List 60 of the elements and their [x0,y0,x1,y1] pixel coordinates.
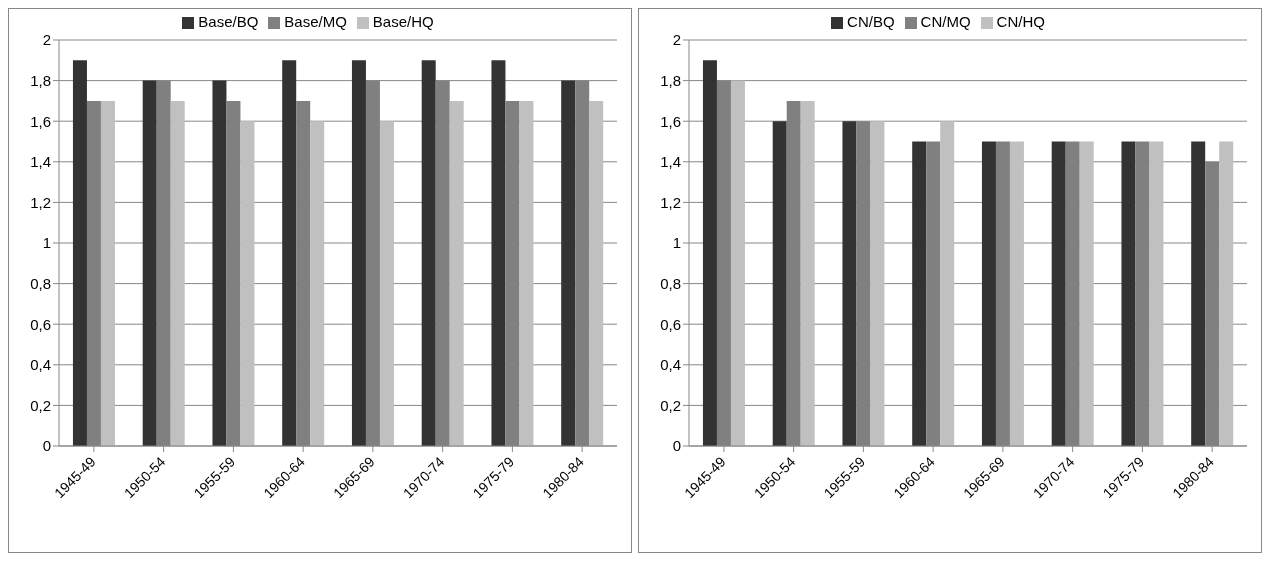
y-tick-label: 0,4 [660,356,681,374]
bar [981,141,996,446]
bar [772,121,787,446]
y-tick-label: 1,8 [660,71,681,89]
y-tick-label: 0,2 [30,396,51,414]
bar [1191,141,1206,446]
y-tick-label: 0,8 [30,274,51,292]
y-tick-label: 1 [42,234,51,252]
y-tick-label: 2 [42,31,51,49]
y-tick-label: 0 [42,437,51,455]
bar [870,121,885,446]
bar [212,80,227,446]
bar [100,100,115,446]
y-tick-label: 1,2 [660,193,681,211]
bar [561,80,576,446]
y-tick-label: 0,2 [660,396,681,414]
bar [282,60,297,446]
legend-label: Base/BQ [198,13,259,30]
bar [702,60,717,446]
bar [730,80,745,446]
y-tick-label: 0,6 [30,315,51,333]
bar [421,60,436,446]
bar [800,100,815,446]
legend-label: Base/HQ [372,13,434,30]
y-tick-label: 1,4 [660,153,681,171]
y-tick-label: 0,4 [30,356,51,374]
legend-label: Base/MQ [284,13,347,30]
y-tick-label: 0,6 [660,315,681,333]
bar [1051,141,1066,446]
legend-label: CN/MQ [920,13,971,30]
bar [310,121,325,446]
bar [142,80,157,446]
bar [940,121,955,446]
bar [449,100,464,446]
y-tick-label: 0 [672,437,681,455]
bar [240,121,255,446]
y-tick-label: 1,8 [30,71,51,89]
y-tick-label: 0,8 [660,274,681,292]
bar [1009,141,1024,446]
bar [72,60,87,446]
y-tick-label: 1,6 [660,112,681,130]
bar [351,60,366,446]
y-tick-label: 2 [672,31,681,49]
y-tick-label: 1 [672,234,681,252]
bar [170,100,185,446]
y-tick-label: 1,2 [30,193,51,211]
bar [1149,141,1164,446]
bar [519,100,534,446]
legend-label: CN/BQ [847,13,895,30]
bar [491,60,506,446]
bar [1121,141,1136,446]
y-tick-label: 1,6 [30,112,51,130]
legend-label: CN/HQ [996,13,1045,30]
bar [1079,141,1094,446]
bar [379,121,394,446]
y-tick-label: 1,4 [30,153,51,171]
bar [1219,141,1234,446]
bar [912,141,927,446]
bar [589,100,604,446]
bar [842,121,857,446]
